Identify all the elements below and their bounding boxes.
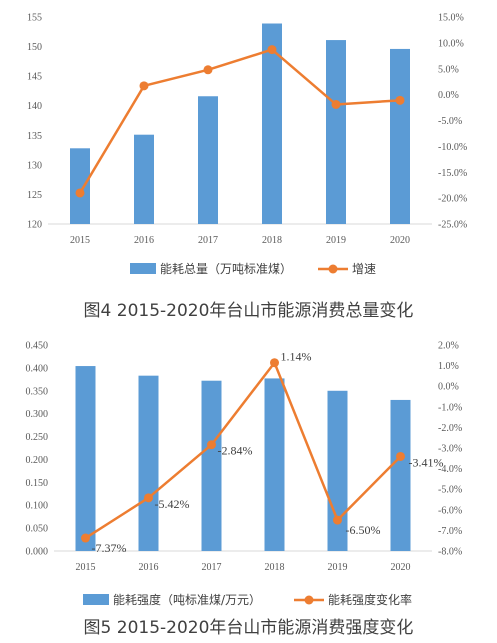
left-tick-label: 125 (27, 190, 42, 201)
line-point (270, 358, 279, 368)
right-tick-label: 0.0% (438, 90, 459, 101)
series-line (84, 361, 402, 540)
right-tick-label: -15.0% (438, 168, 467, 179)
bar (134, 134, 154, 224)
left-tick-label: 130 (27, 160, 42, 171)
legend-line-label: 增速 (352, 262, 376, 276)
chart-1: 120 125 130 135 140 145 150 155 -25.0% -20.0% -15.… (27, 13, 467, 322)
x-tick-label: 2015 (76, 562, 96, 573)
bar (326, 40, 346, 224)
right-tick-label: -2.0% (438, 423, 462, 434)
right-tick-label: -3.0% (438, 444, 462, 455)
right-tick-label: 15.0% (438, 13, 464, 24)
left-tick-label: 0.350 (26, 386, 49, 397)
legend-bar-swatch (83, 594, 109, 605)
line-point (396, 451, 405, 461)
bar (264, 378, 285, 551)
x-tick-label: 2016 (139, 562, 159, 573)
bar (327, 390, 348, 551)
legend-bar-swatch (130, 263, 156, 274)
line-point (139, 81, 149, 91)
right-tick-label: -5.0% (438, 485, 462, 496)
left-tick-label: 0.200 (26, 455, 49, 466)
chart-caption: 图5 2015-2020年台山市能源消费强度变化 (84, 618, 414, 638)
bar (75, 366, 96, 551)
left-tick-label: 0.400 (26, 363, 49, 374)
line-point (144, 493, 153, 503)
left-tick-label: 120 (27, 220, 42, 231)
right-tick-label: -10.0% (438, 142, 467, 153)
right-tick-label: -5.0% (438, 116, 462, 127)
x-tick-label: 2020 (390, 235, 410, 246)
x-tick-label: 2017 (198, 235, 218, 246)
left-tick-label: 0.050 (26, 524, 49, 535)
x-tick-label: 2018 (262, 235, 282, 246)
x-tick-label: 2019 (326, 235, 346, 246)
left-tick-label: 140 (27, 101, 42, 112)
left-tick-label: 155 (27, 13, 42, 24)
x-tick-label: 2019 (328, 562, 348, 573)
right-tick-label: -8.0% (438, 547, 462, 558)
x-tick-label: 2020 (391, 562, 411, 573)
left-tick-label: 145 (27, 72, 42, 83)
x-tick-label: 2016 (134, 235, 154, 246)
right-tick-label: -6.0% (438, 505, 462, 516)
right-tick-label: 5.0% (438, 64, 459, 75)
bar (198, 96, 218, 224)
left-tick-label: 0.250 (26, 432, 49, 443)
left-tick-label: 150 (27, 42, 42, 53)
right-tick-label: -25.0% (438, 220, 467, 231)
bar (390, 48, 410, 225)
x-tick-label: 2017 (202, 562, 222, 573)
data-label: -6.50% (346, 523, 381, 537)
bar (201, 380, 222, 551)
line-point (331, 99, 341, 109)
chart-2: 0.000 0.050 0.100 0.150 0.200 0.250 0.300 0.350… (26, 341, 463, 639)
x-tick-label: 2018 (265, 562, 285, 573)
legend-bar-label: 能耗强度（吨标准煤/万元） (113, 592, 261, 607)
line-point (207, 440, 216, 450)
line-point (395, 95, 405, 105)
right-tick-label: 2.0% (438, 341, 459, 352)
right-tick-label: 10.0% (438, 38, 464, 49)
legend-line-marker (304, 595, 314, 605)
legend-line-label: 能耗强度变化率 (328, 592, 412, 607)
data-label: -7.37% (92, 541, 127, 555)
data-label: -2.84% (218, 444, 253, 458)
legend-bar-label: 能耗总量（万吨标准煤） (160, 262, 292, 276)
line-point (75, 188, 85, 198)
data-label: -3.41% (409, 455, 444, 469)
right-tick-label: -20.0% (438, 194, 467, 205)
left-tick-label: 0.150 (26, 478, 49, 489)
bar (70, 148, 90, 224)
left-tick-label: 135 (27, 131, 42, 142)
right-tick-label: -4.0% (438, 464, 462, 475)
right-tick-label: 1.0% (438, 361, 459, 372)
data-label: 1.14% (281, 350, 312, 364)
bar (390, 399, 411, 551)
line-point (203, 65, 213, 75)
left-tick-label: 0.300 (26, 409, 49, 420)
left-tick-label: 0.000 (26, 547, 49, 558)
left-tick-label: 0.450 (26, 341, 49, 352)
right-tick-label: -1.0% (438, 402, 462, 413)
right-tick-label: -7.0% (438, 526, 462, 537)
bar (138, 375, 159, 551)
series-line (78, 48, 401, 194)
data-label: -5.42% (155, 497, 190, 511)
line-point (81, 533, 90, 543)
bar (262, 23, 282, 225)
line-point (333, 515, 342, 525)
line-point (267, 45, 277, 55)
chart-caption: 图4 2015-2020年台山市能源消费总量变化 (84, 301, 414, 321)
left-tick-label: 0.100 (26, 501, 49, 512)
x-tick-label: 2015 (70, 235, 90, 246)
legend-line-marker (328, 264, 338, 274)
right-tick-label: 0.0% (438, 382, 459, 393)
